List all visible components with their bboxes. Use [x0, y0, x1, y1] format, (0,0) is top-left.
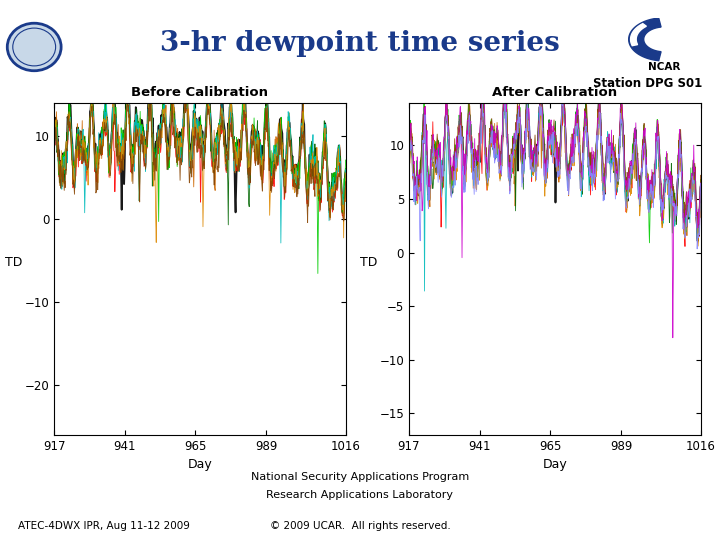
Text: © 2009 UCAR.  All rights reserved.: © 2009 UCAR. All rights reserved.	[269, 521, 451, 531]
Text: 3-hr dewpoint time series: 3-hr dewpoint time series	[160, 30, 560, 57]
Text: ATEC-4DWX IPR, Aug 11-12 2009: ATEC-4DWX IPR, Aug 11-12 2009	[18, 521, 190, 531]
Text: Research Applications Laboratory: Research Applications Laboratory	[266, 490, 454, 500]
Title: After Calibration: After Calibration	[492, 86, 617, 99]
Text: NCAR: NCAR	[648, 62, 680, 72]
Text: Station DPG S01: Station DPG S01	[593, 77, 702, 90]
Y-axis label: TD: TD	[359, 255, 377, 268]
X-axis label: Day: Day	[187, 458, 212, 471]
Text: National Security Applications Program: National Security Applications Program	[251, 472, 469, 482]
X-axis label: Day: Day	[542, 458, 567, 471]
Circle shape	[7, 23, 61, 71]
Polygon shape	[629, 18, 661, 60]
Polygon shape	[631, 24, 647, 46]
Title: Before Calibration: Before Calibration	[131, 86, 269, 99]
Y-axis label: TD: TD	[4, 255, 22, 268]
